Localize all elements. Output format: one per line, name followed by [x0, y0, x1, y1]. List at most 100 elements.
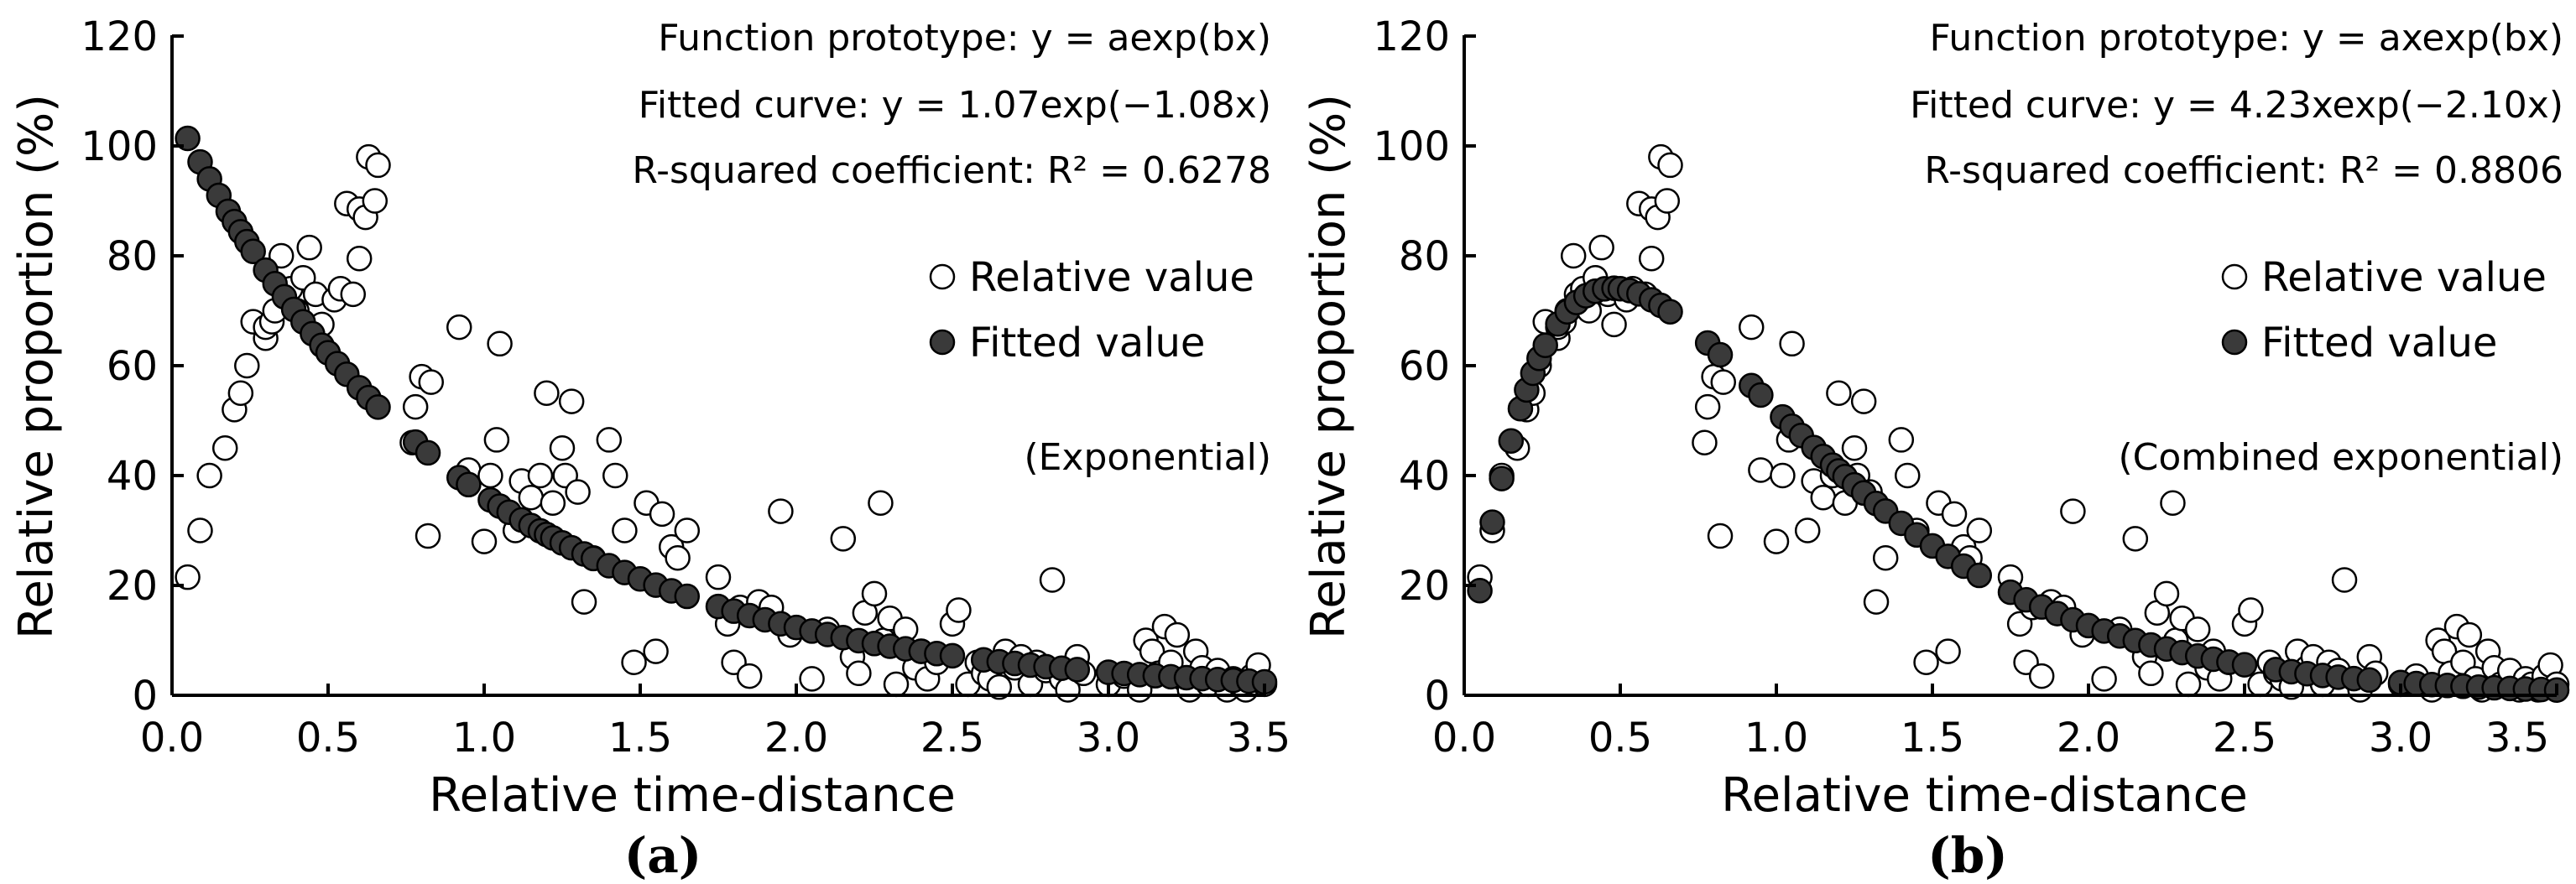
observed-point: [1872, 545, 1899, 571]
observed-point: [175, 564, 201, 590]
prototype-annotation-b: Function prototype: y = axexp(bx): [1930, 17, 2563, 60]
y-tick-label: 120: [81, 13, 158, 60]
y-tick-label: 80: [1399, 233, 1450, 280]
panel-label-b: (b): [1927, 827, 2007, 884]
observed-point: [2138, 660, 2164, 687]
observed-point: [234, 352, 260, 379]
y-tick-label: 20: [107, 563, 158, 610]
observed-point: [643, 638, 669, 664]
observed-point: [1588, 234, 1614, 261]
x-tick-label: 2.5: [920, 715, 984, 762]
y-tick-label: 80: [107, 233, 158, 280]
observed-point: [534, 380, 560, 406]
legend-label-fitted-a: Fitted value: [969, 320, 1205, 367]
observed-point: [2456, 621, 2483, 648]
legend-marker-relative-b: [2221, 263, 2248, 290]
y-tick-label: 0: [1424, 673, 1450, 720]
legend-marker-fitted-b: [2221, 329, 2248, 356]
x-tick-label: 0.5: [296, 715, 360, 762]
observed-point: [2091, 666, 2117, 692]
observed-point: [868, 490, 894, 516]
observed-point: [296, 234, 322, 261]
observed-point: [596, 427, 623, 453]
observed-point: [1826, 380, 1852, 406]
observed-point: [1748, 457, 1774, 483]
observed-point: [227, 380, 254, 406]
x-tick-label: 1.0: [1744, 715, 1808, 762]
observed-point: [1941, 501, 1968, 528]
fitted-point: [1064, 657, 1091, 683]
fitted-point: [415, 439, 441, 466]
observed-point: [1888, 427, 1915, 453]
r-squared-annotation-a: R-squared coefficient: R² = 0.6278: [632, 149, 1271, 192]
observed-point: [268, 242, 295, 269]
observed-point: [2331, 567, 2358, 593]
observed-point: [1763, 528, 1790, 554]
observed-point: [2238, 597, 2264, 623]
observed-point: [1913, 649, 1939, 675]
observed-point: [1657, 152, 1683, 179]
x-tick-label: 2.0: [764, 715, 828, 762]
observed-point: [986, 673, 1013, 700]
observed-point: [2060, 498, 2086, 524]
model-label-a: (Exponential): [1024, 436, 1271, 479]
x-axis-title-a: Relative time-distance: [429, 768, 956, 823]
observed-point: [558, 388, 585, 414]
y-axis-title-a: Relative proportion (%): [9, 94, 64, 639]
observed-point: [487, 330, 513, 357]
observed-point: [2122, 526, 2149, 552]
fitted-point: [1532, 332, 1558, 358]
observed-point: [705, 564, 732, 590]
panel-label-a: (a): [624, 827, 701, 884]
observed-point: [565, 479, 591, 505]
observed-point: [362, 188, 388, 214]
observed-point: [1654, 188, 1681, 214]
y-tick-label: 40: [1399, 453, 1450, 500]
x-tick-label: 2.5: [2213, 715, 2276, 762]
observed-point: [1560, 242, 1587, 269]
observed-point: [768, 498, 794, 524]
fitted-point: [1966, 562, 1993, 589]
fitted-point: [939, 642, 966, 669]
x-tick-label: 3.5: [1227, 715, 1291, 762]
observed-point: [346, 246, 373, 272]
observed-point: [1966, 517, 1993, 543]
fitted-points-b: [1467, 275, 2570, 704]
fitted-point: [2356, 667, 2383, 694]
observed-points-b: [1467, 143, 2570, 703]
observed-point: [1738, 314, 1765, 341]
observed-point: [196, 462, 222, 489]
y-tick-label: 40: [107, 453, 158, 500]
observed-point: [571, 589, 597, 615]
observed-point: [483, 427, 510, 453]
observed-point: [1638, 246, 1665, 272]
x-tick-label: 1.5: [608, 715, 672, 762]
x-tick-label: 0.0: [1432, 715, 1496, 762]
observed-point: [2184, 616, 2211, 642]
observed-point: [211, 435, 238, 461]
observed-point: [674, 517, 701, 543]
prototype-annotation-a: Function prototype: y = aexp(bx): [658, 17, 1271, 60]
observed-point: [1935, 638, 1961, 664]
observed-point: [1710, 369, 1737, 395]
fitted-point: [175, 125, 201, 152]
x-tick-labels-b: 0.0 0.5 1.0 1.5 2.0 2.5 3.0 3.5: [1432, 715, 2549, 762]
y-tick-label: 120: [1373, 13, 1450, 60]
observed-point: [1810, 484, 1837, 511]
observed-point: [365, 152, 391, 179]
y-tick-label: 60: [1399, 343, 1450, 390]
fitted-point: [1489, 465, 1515, 491]
observed-point: [736, 663, 763, 689]
fitted-point: [240, 238, 266, 264]
panel-b: 0.0 0.5 1.0 1.5 2.0 2.5 3.0 3.5 0 20 40 …: [1301, 13, 2570, 884]
observed-point: [1164, 621, 1191, 648]
observed-point: [418, 369, 445, 395]
observed-point: [799, 666, 825, 692]
observed-point: [1770, 462, 1796, 489]
x-tick-label: 2.0: [2057, 715, 2120, 762]
y-ticks-a: [172, 34, 184, 697]
observed-point: [1707, 523, 1734, 549]
legend-label-relative-b: Relative value: [2261, 254, 2547, 301]
observed-point: [549, 435, 576, 461]
